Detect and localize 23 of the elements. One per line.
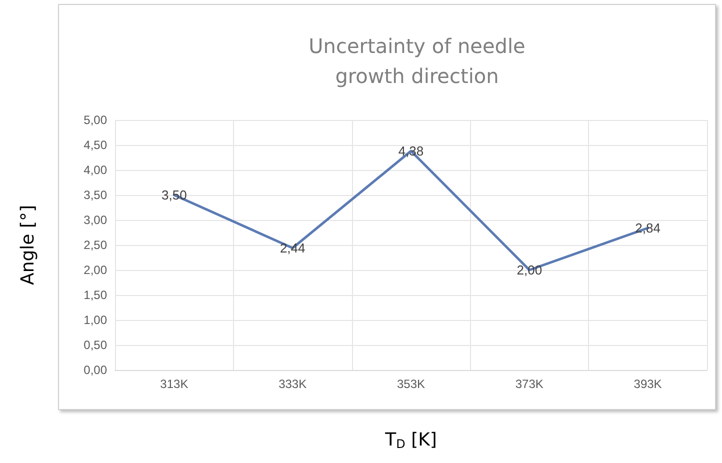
y-tick-label: 4,50: [84, 138, 108, 152]
y-tick-label: 3,50: [84, 188, 108, 202]
x-axis-title: TD [K]: [384, 430, 437, 451]
x-tick-label: 313K: [160, 377, 188, 391]
x-tick-label: 333K: [278, 377, 307, 391]
y-tick-label: 2,50: [84, 238, 108, 252]
y-tick-label: 1,50: [84, 288, 108, 302]
y-tick-label: 2,00: [84, 263, 108, 277]
data-label: 2,84: [635, 220, 660, 236]
x-tick-label: 393K: [634, 377, 662, 391]
y-tick-label: 0,00: [84, 363, 108, 377]
chart-title: Uncertainty of needle growth direction: [308, 34, 526, 88]
x-tick-label: 373K: [515, 377, 544, 391]
data-label: 3,50: [162, 188, 187, 202]
data-label: 2,44: [280, 240, 306, 256]
data-label: 4,38: [398, 144, 424, 158]
y-tick-label: 4,00: [84, 163, 108, 177]
y-tick-label: 3,00: [84, 213, 108, 227]
y-tick-label: 0,50: [84, 338, 108, 352]
y-axis-title: Angle [°]: [18, 205, 38, 285]
y-tick-label: 5,00: [84, 113, 108, 127]
x-tick-label: 353K: [396, 377, 426, 391]
y-tick-label: 1,00: [84, 313, 108, 327]
